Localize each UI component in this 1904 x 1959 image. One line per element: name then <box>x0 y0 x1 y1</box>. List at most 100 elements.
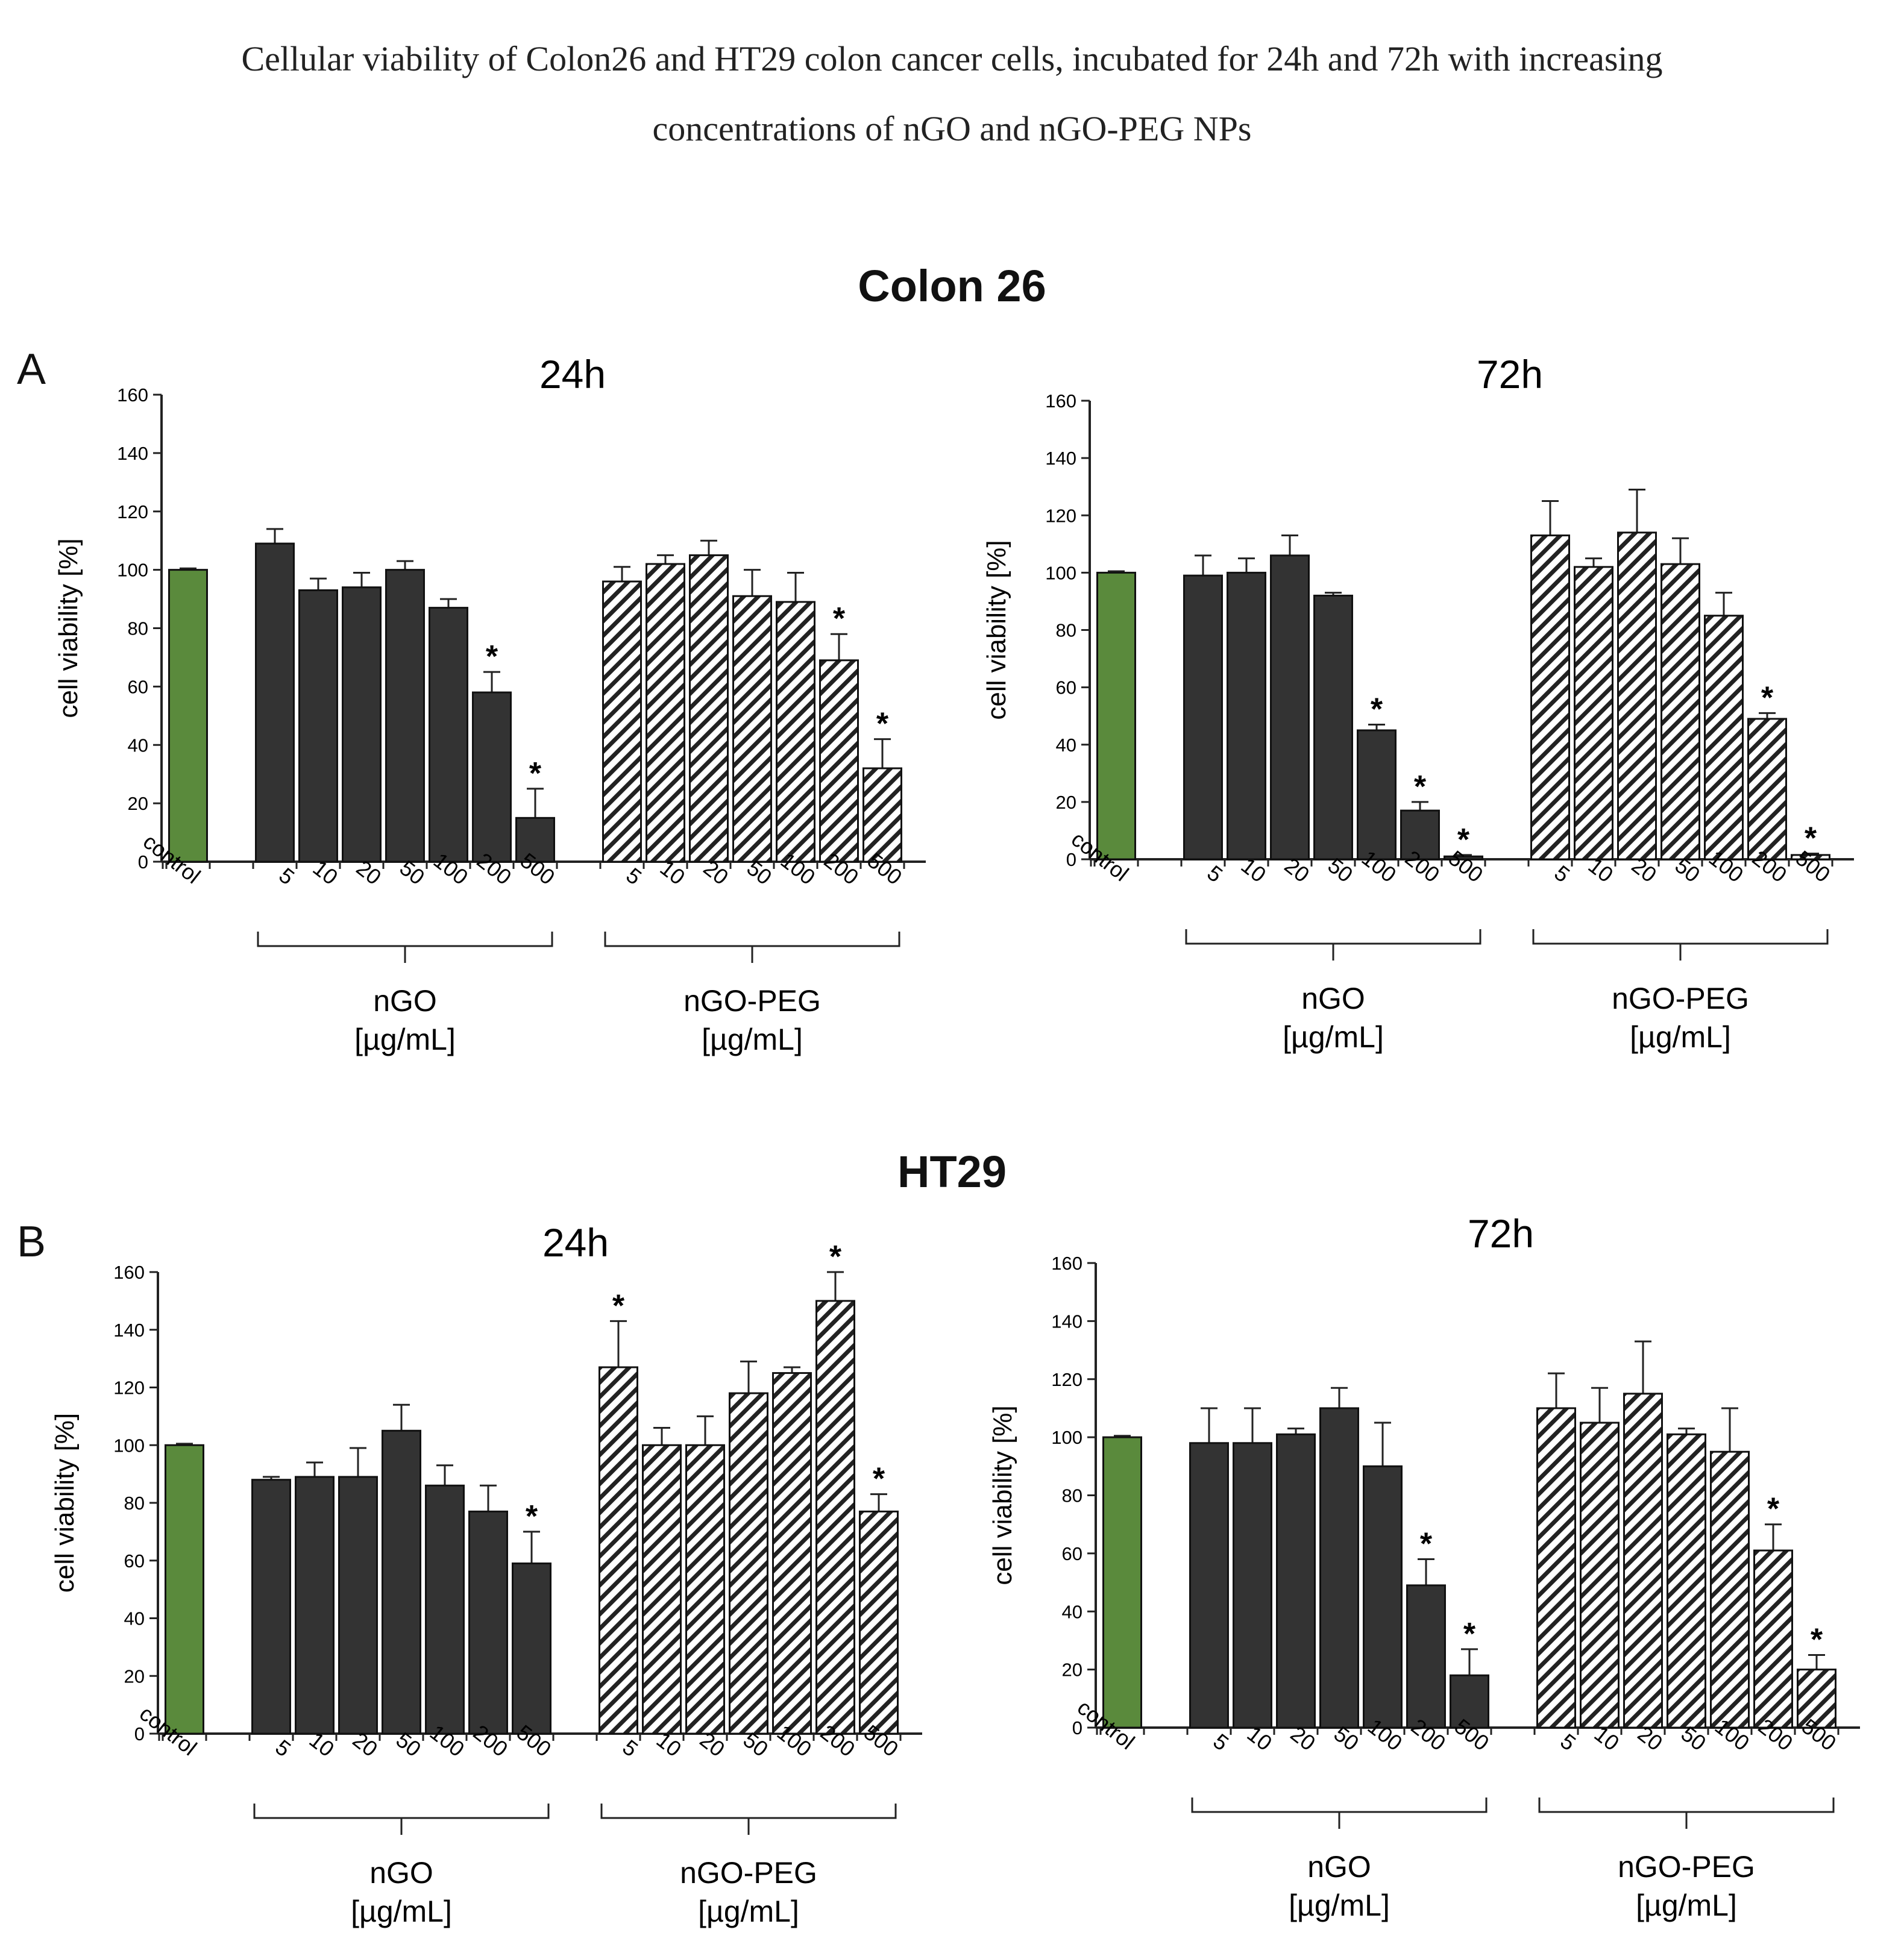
y-tick-label: 160 <box>1051 1253 1082 1274</box>
significance-star: * <box>873 1462 885 1497</box>
bar-ngo <box>1183 574 1223 860</box>
y-tick-label: 100 <box>1045 562 1076 583</box>
y-tick-label: 160 <box>113 1262 145 1283</box>
group-label: nGO <box>369 1856 433 1890</box>
bar-ngo-peg <box>1617 531 1657 860</box>
y-tick-label: 40 <box>1056 735 1076 756</box>
y-tick-label: 140 <box>1045 448 1076 469</box>
group-label: nGO <box>373 984 437 1018</box>
bar-ngo-peg <box>815 1300 855 1735</box>
significance-star: * <box>1463 1617 1476 1652</box>
chart-title: 72h <box>1477 352 1543 397</box>
bar-ngo <box>1227 571 1266 860</box>
bar-ngo <box>298 589 338 863</box>
x-label-concentration: 5 <box>1208 1729 1233 1756</box>
group-bracket <box>604 932 900 963</box>
group-label: nGO-PEG <box>680 1856 817 1890</box>
bar-ngo-peg <box>1530 534 1570 860</box>
y-tick-label: 60 <box>124 1550 145 1572</box>
significance-star: * <box>1371 692 1383 727</box>
bar-ngo <box>515 817 555 863</box>
bar-ngo <box>472 691 512 863</box>
y-tick-label: 120 <box>113 1378 145 1399</box>
group-unit: [µg/mL] <box>1636 1888 1737 1922</box>
significance-star: * <box>1761 680 1774 715</box>
bar-ngo-peg <box>1623 1393 1663 1729</box>
bar-ngo-peg <box>1574 566 1613 860</box>
y-tick-label: 20 <box>124 1666 145 1687</box>
bar-ngo <box>1313 594 1353 860</box>
chart-ht29-72h: 72h cell viability [%] 0 20 40 60 80 100 120 140 1… <box>988 1211 1860 1922</box>
bar-ngo-peg <box>689 554 729 863</box>
y-tick-label: 120 <box>1045 505 1076 526</box>
bar-ngo <box>1189 1442 1229 1729</box>
x-label-concentration: 500 <box>1444 845 1488 887</box>
bar-ngo-peg <box>1710 1450 1750 1729</box>
x-label-concentration: 5 <box>618 1735 643 1762</box>
y-tick-label: 100 <box>1051 1427 1082 1448</box>
bar-ngo-peg <box>685 1444 725 1735</box>
bar-ngo <box>1319 1407 1359 1729</box>
bar-ngo-peg <box>1753 1549 1793 1729</box>
group-label: nGO <box>1307 1850 1371 1884</box>
bar-ngo <box>382 1429 421 1735</box>
y-tick-label: 40 <box>128 735 148 756</box>
section-title-colon26: Colon 26 <box>858 261 1046 311</box>
bar-ngo <box>1270 554 1310 860</box>
panel-letter-a: A <box>17 345 46 393</box>
section-title-ht29: HT29 <box>897 1147 1007 1197</box>
bar-ngo-peg <box>1797 1669 1836 1729</box>
y-tick-label: 0 <box>134 1723 145 1744</box>
y-tick-label: 80 <box>1062 1485 1082 1506</box>
group-label: nGO <box>1301 982 1365 1015</box>
y-tick-label: 0 <box>138 851 148 873</box>
y-tick-label: 20 <box>128 793 148 814</box>
y-tick-label: 100 <box>117 560 148 581</box>
y-tick-label: 60 <box>1056 677 1076 698</box>
chart-colon26-72h: 72h cell viability [%] 0 20 40 60 80 100 120 140 1… <box>982 352 1854 1054</box>
y-tick-label: 0 <box>1066 849 1076 870</box>
y-tick-label: 0 <box>1072 1717 1082 1738</box>
group-bracket <box>600 1804 897 1835</box>
y-tick-label: 140 <box>113 1320 145 1341</box>
y-tick-label: 80 <box>128 618 148 639</box>
significance-star: * <box>1457 823 1470 857</box>
bar-ngo <box>251 1479 291 1735</box>
bar-ngo-peg <box>1791 854 1830 860</box>
y-tick-label: 80 <box>124 1493 145 1514</box>
x-label-concentration: 5 <box>1556 1729 1580 1756</box>
bar-ngo <box>1400 809 1440 860</box>
significance-star: * <box>612 1288 625 1323</box>
bar-control <box>1102 1436 1142 1729</box>
significance-star: * <box>529 756 542 791</box>
significance-star: * <box>1805 821 1817 856</box>
y-tick-label: 160 <box>1045 390 1076 412</box>
x-label-concentration: 5 <box>1550 860 1574 888</box>
bar-ngo-peg <box>859 1510 899 1735</box>
bar-control <box>168 569 208 863</box>
bar-ngo-peg <box>1747 718 1787 860</box>
chart-colon26-24h: 24h cell viability [%] 0 20 40 60 80 100 120 140 1… <box>54 352 926 1056</box>
group-unit: [µg/mL] <box>351 1895 452 1928</box>
x-label-concentration: 5 <box>621 863 646 890</box>
bar-ngo-peg <box>1580 1421 1620 1729</box>
chart-title: 24h <box>539 352 606 397</box>
chart-title: 72h <box>1468 1211 1534 1256</box>
bar-ngo <box>255 542 295 863</box>
chart-ht29-24h: 24h cell viability [%] 0 20 40 60 80 100 120 140 1… <box>50 1220 922 1928</box>
group-bracket <box>1538 1798 1835 1829</box>
bar-ngo-peg <box>1667 1433 1706 1729</box>
bar-ngo <box>342 586 382 863</box>
group-bracket <box>1185 929 1481 961</box>
significance-star: * <box>1420 1527 1433 1562</box>
y-axis-label: cell viability [%] <box>50 1413 80 1593</box>
bar-ngo <box>1406 1584 1446 1729</box>
bar-ngo-peg <box>602 580 642 863</box>
group-unit: [µg/mL] <box>1283 1020 1384 1054</box>
bar-ngo <box>1363 1465 1403 1729</box>
bar-ngo <box>385 569 425 863</box>
y-tick-label: 160 <box>117 384 148 406</box>
bar-ngo-peg <box>729 1392 768 1735</box>
significance-star: * <box>876 707 889 742</box>
bar-ngo-peg <box>772 1372 812 1735</box>
